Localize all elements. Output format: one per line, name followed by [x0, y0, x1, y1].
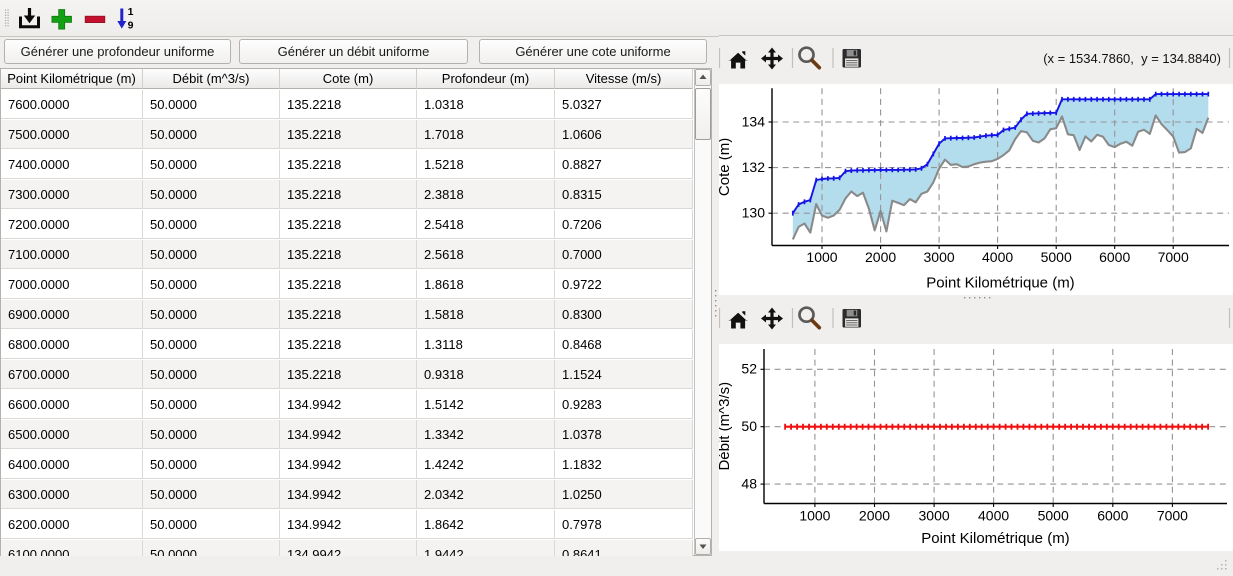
svg-text:3000: 3000 — [919, 508, 950, 524]
svg-text:9: 9 — [128, 20, 134, 32]
svg-text:130: 130 — [742, 205, 766, 221]
svg-text:5000: 5000 — [1041, 249, 1072, 265]
svg-text:3000: 3000 — [924, 249, 955, 265]
svg-text:2000: 2000 — [865, 249, 896, 265]
svg-text:50: 50 — [741, 418, 757, 434]
svg-text:2000: 2000 — [859, 508, 890, 524]
svg-text:134: 134 — [742, 113, 766, 129]
svg-text:1: 1 — [128, 6, 134, 18]
svg-text:4000: 4000 — [982, 249, 1013, 265]
svg-text:132: 132 — [742, 159, 766, 175]
svg-text:6000: 6000 — [1099, 249, 1130, 265]
svg-text:1000: 1000 — [799, 508, 830, 524]
svg-text:Débit (m^3/s): Débit (m^3/s) — [719, 382, 733, 471]
svg-text:Point Kilométrique (m): Point Kilométrique (m) — [926, 275, 1074, 292]
svg-text:5000: 5000 — [1038, 508, 1069, 524]
svg-text:1000: 1000 — [806, 249, 837, 265]
svg-text:Cote (m): Cote (m) — [719, 138, 733, 196]
svg-text:6000: 6000 — [1097, 508, 1128, 524]
svg-text:7000: 7000 — [1158, 249, 1189, 265]
svg-text:52: 52 — [741, 361, 757, 377]
svg-text:4000: 4000 — [978, 508, 1009, 524]
svg-text:7000: 7000 — [1157, 508, 1188, 524]
svg-text:Point Kilométrique (m): Point Kilométrique (m) — [921, 530, 1069, 547]
svg-text:48: 48 — [741, 476, 757, 492]
